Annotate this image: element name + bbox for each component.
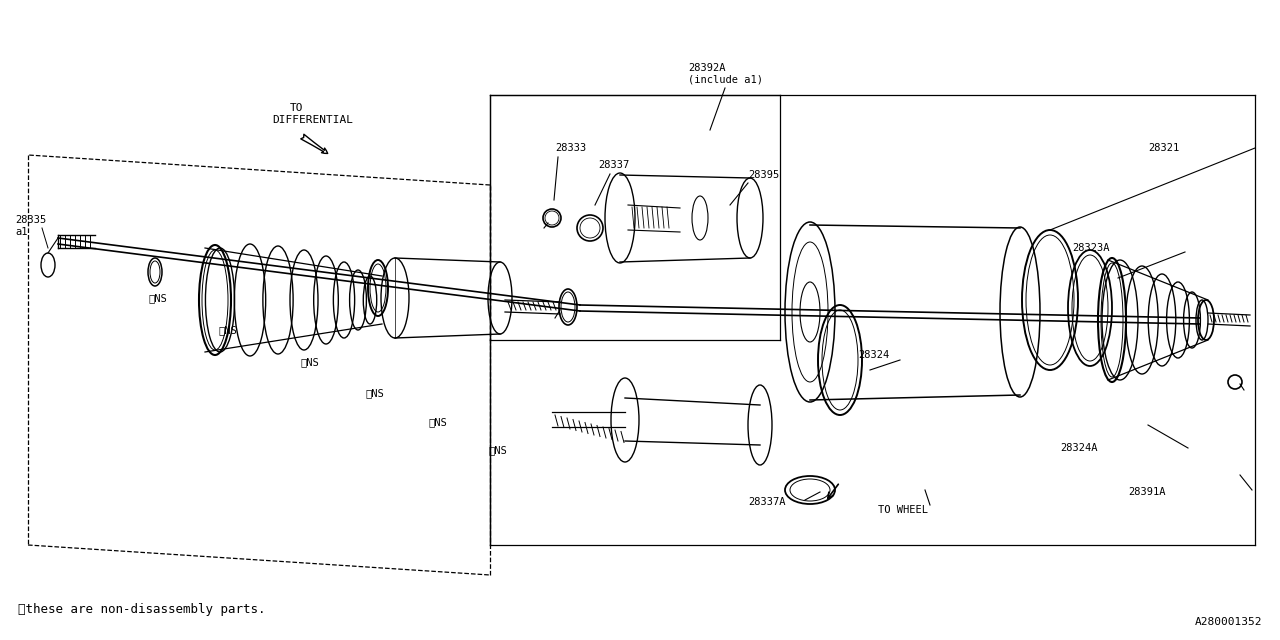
Text: ※NS: ※NS [218,325,237,335]
Text: 28324A: 28324A [1060,443,1097,453]
Text: (include a1): (include a1) [689,75,763,85]
Text: TO WHEEL: TO WHEEL [878,505,928,515]
Text: ※these are non-disassembly parts.: ※these are non-disassembly parts. [18,604,265,616]
Text: 28337: 28337 [598,160,630,170]
Text: A280001352: A280001352 [1194,617,1262,627]
Text: TO: TO [291,103,303,113]
Text: ※NS: ※NS [488,445,507,455]
Text: 28333: 28333 [556,143,586,153]
Text: 28323A: 28323A [1073,243,1110,253]
Text: 28337A: 28337A [748,497,786,507]
Text: ※NS: ※NS [428,417,447,427]
Text: 28391A: 28391A [1128,487,1166,497]
Ellipse shape [792,242,828,382]
Text: ※NS: ※NS [300,357,319,367]
Text: 28335: 28335 [15,215,46,225]
Text: ※NS: ※NS [365,388,384,398]
Text: 28324: 28324 [858,350,890,360]
Text: 28392A: 28392A [689,63,726,73]
Text: 28321: 28321 [1148,143,1179,153]
Text: ※NS: ※NS [148,293,166,303]
Text: a1: a1 [15,227,27,237]
Text: DIFFERENTIAL: DIFFERENTIAL [273,115,353,125]
Text: 28395: 28395 [748,170,780,180]
